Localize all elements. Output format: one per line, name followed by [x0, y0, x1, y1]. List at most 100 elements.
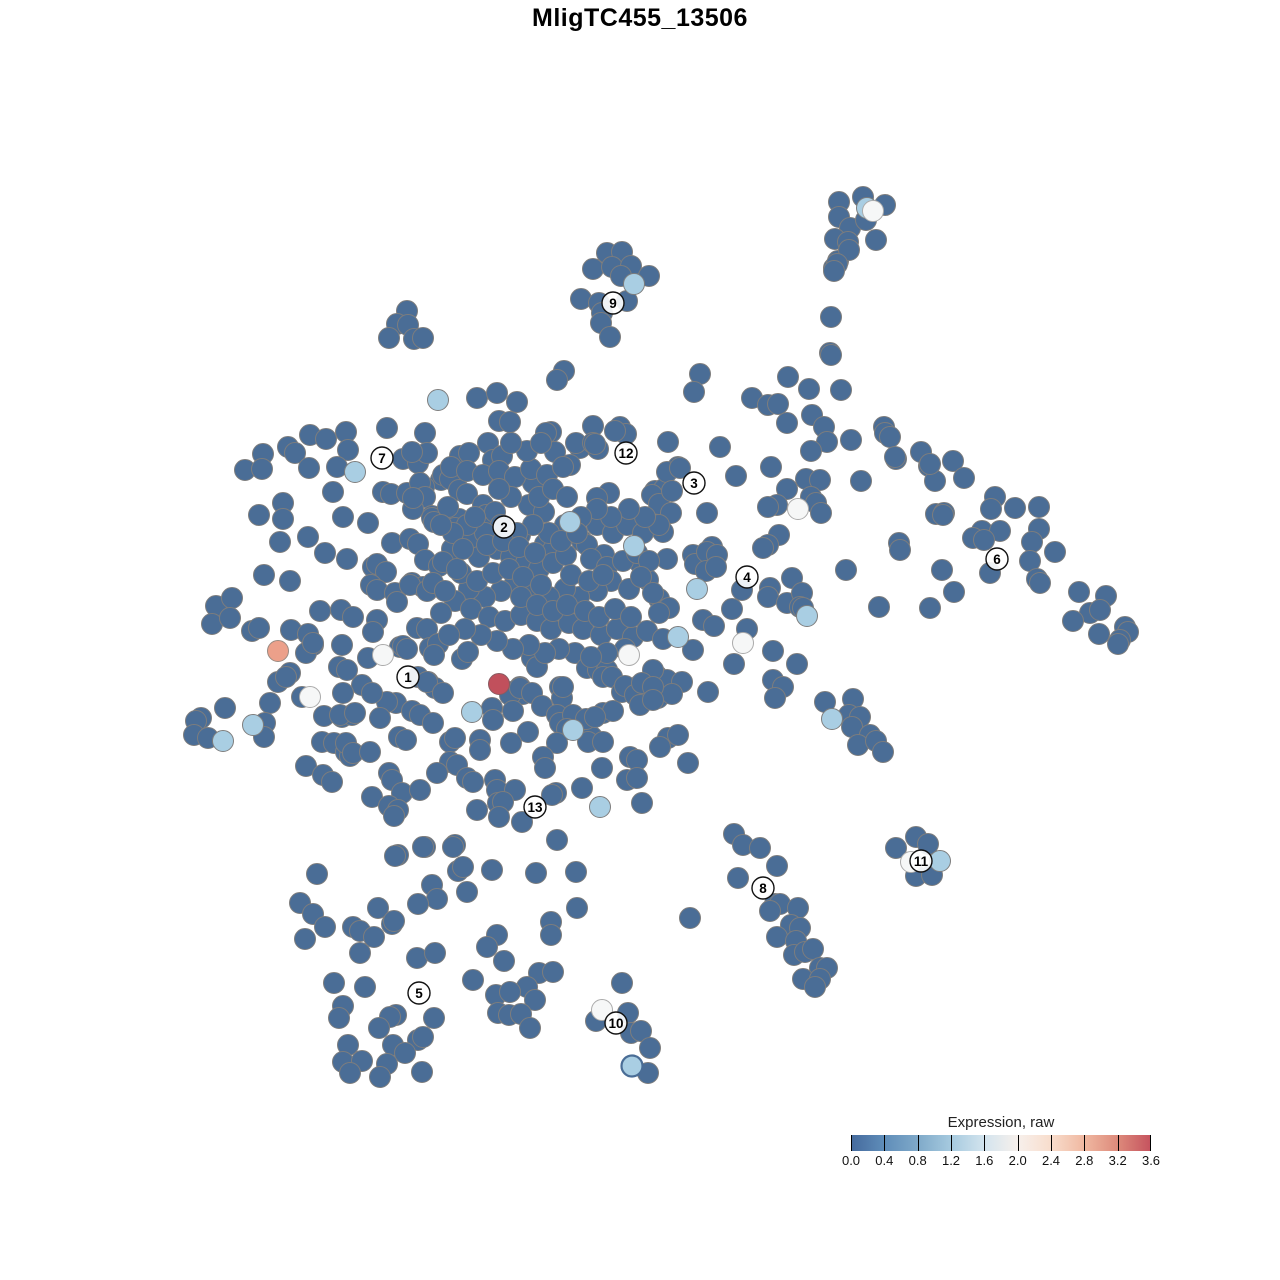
data-point	[457, 641, 479, 663]
data-point	[486, 382, 508, 404]
legend-tick	[1150, 1135, 1151, 1151]
legend-tick-labels: 0.0 0.4 0.8 1.2 1.6 2.0 2.4 2.8 3.2 3.6	[842, 1153, 1160, 1169]
data-point	[464, 506, 486, 528]
data-point-mid-expression	[787, 498, 809, 520]
data-point	[446, 558, 468, 580]
data-point	[519, 1017, 541, 1039]
data-point	[430, 602, 452, 624]
data-point	[592, 564, 614, 586]
data-point-low-expression	[427, 389, 449, 411]
data-point	[426, 762, 448, 784]
data-point	[885, 837, 907, 859]
data-point	[361, 682, 383, 704]
cluster-label-7: 7	[370, 446, 394, 470]
data-point	[342, 606, 364, 628]
data-point	[412, 836, 434, 858]
data-point	[865, 229, 887, 251]
data-point	[411, 1061, 433, 1083]
cluster-label-13: 13	[523, 795, 547, 819]
data-point	[462, 969, 484, 991]
data-point	[500, 732, 522, 754]
data-point	[705, 556, 727, 578]
data-point	[366, 579, 388, 601]
data-point	[530, 432, 552, 454]
data-point	[339, 1062, 361, 1084]
data-point	[259, 692, 281, 714]
data-point	[331, 634, 353, 656]
data-point-low-expression	[821, 708, 843, 730]
legend-tick	[917, 1135, 919, 1151]
data-point	[363, 926, 385, 948]
cluster-label-12: 12	[614, 441, 638, 465]
data-point	[322, 481, 344, 503]
data-point	[219, 607, 241, 629]
data-point-mid-expression	[862, 200, 884, 222]
data-point	[367, 897, 389, 919]
cluster-label-5: 5	[407, 981, 431, 1005]
data-point	[679, 907, 701, 929]
data-point	[412, 327, 434, 349]
data-point	[592, 731, 614, 753]
data-point	[565, 861, 587, 883]
expression-legend: Expression, raw 0.0 0.4 0.8 1.2 1.6 2.0 2.4 2.8…	[842, 1114, 1160, 1169]
svg-text:7: 7	[378, 451, 386, 466]
data-point	[872, 741, 894, 763]
data-point	[786, 653, 808, 675]
data-point	[932, 504, 954, 526]
data-point	[368, 1017, 390, 1039]
data-point	[639, 1037, 661, 1059]
data-point	[889, 539, 911, 561]
legend-tick	[984, 1135, 986, 1151]
data-point	[314, 916, 336, 938]
legend-tick-label: 0.8	[908, 1153, 927, 1168]
data-point	[749, 837, 771, 859]
data-point	[762, 640, 784, 662]
data-point	[661, 480, 683, 502]
data-point	[376, 417, 398, 439]
data-point	[599, 326, 621, 348]
data-point	[919, 453, 941, 475]
data-point	[1068, 581, 1090, 603]
data-point	[500, 432, 522, 454]
data-point	[414, 422, 436, 444]
data-point	[721, 598, 743, 620]
data-point	[830, 379, 852, 401]
data-point	[401, 441, 423, 463]
cluster-label-11: 11	[909, 849, 933, 873]
data-point	[677, 752, 699, 774]
data-point-low-expression	[562, 719, 584, 741]
cluster-label-2: 2	[492, 515, 516, 539]
data-point	[369, 1066, 391, 1088]
data-point	[444, 727, 466, 749]
cluster-label-8: 8	[751, 876, 775, 900]
data-point	[321, 771, 343, 793]
data-point	[847, 734, 869, 756]
data-point	[973, 529, 995, 551]
data-point	[524, 989, 546, 1011]
data-point	[667, 724, 689, 746]
data-point	[456, 881, 478, 903]
data-point	[481, 859, 503, 881]
data-point-ringed	[620, 1054, 644, 1078]
data-point	[649, 736, 671, 758]
data-point	[423, 1007, 445, 1029]
data-point	[953, 467, 975, 489]
data-point	[354, 976, 376, 998]
legend-tick	[884, 1135, 886, 1151]
data-point	[546, 369, 568, 391]
data-point	[620, 606, 642, 628]
data-point	[580, 646, 602, 668]
svg-text:11: 11	[914, 854, 929, 869]
data-point	[466, 387, 488, 409]
data-point-low-expression	[461, 701, 483, 723]
data-point	[395, 729, 417, 751]
data-point-low-expression	[623, 273, 645, 295]
cluster-label-3: 3	[682, 471, 706, 495]
data-point	[284, 442, 306, 464]
legend-tick-label: 3.2	[1108, 1153, 1127, 1168]
data-point	[476, 936, 498, 958]
data-point	[804, 976, 826, 998]
svg-text:5: 5	[415, 986, 423, 1001]
data-point	[426, 888, 448, 910]
data-point	[328, 1007, 350, 1029]
